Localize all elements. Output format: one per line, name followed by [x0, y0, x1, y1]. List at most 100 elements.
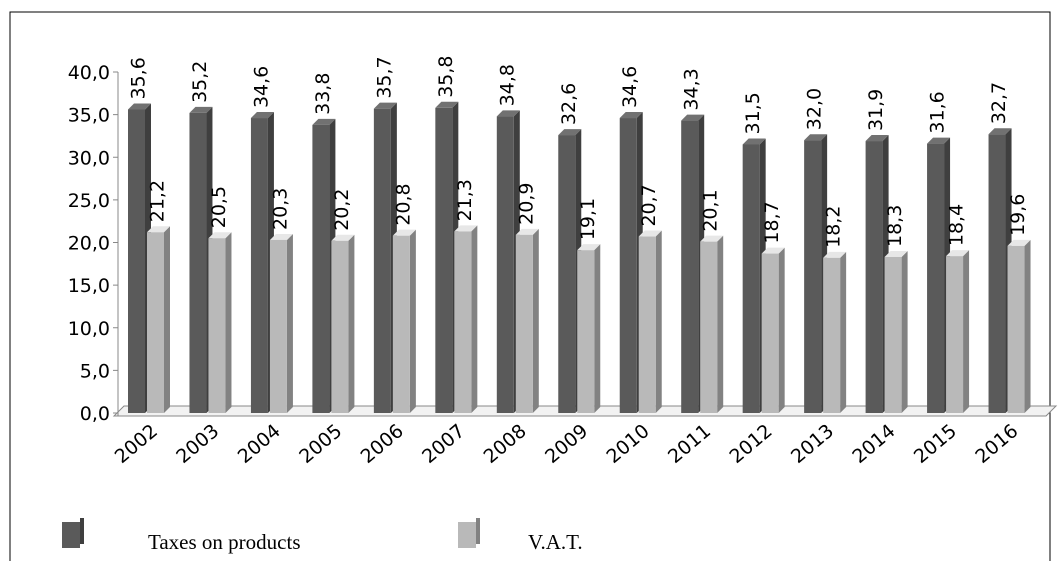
data-label: 33,8: [312, 73, 334, 115]
bar-top: [577, 244, 601, 251]
bar-top: [208, 232, 232, 239]
x-tick-label: 2014: [848, 420, 899, 468]
bar-top: [742, 138, 766, 145]
bar-top: [1007, 239, 1031, 246]
bar-top: [558, 129, 582, 136]
y-tick-label: 35,0: [68, 105, 110, 127]
legend-label: V.A.T.: [528, 530, 583, 554]
bar: [638, 236, 656, 413]
bar-top: [392, 229, 416, 236]
x-tick-label: 2008: [480, 420, 531, 468]
bar: [312, 124, 330, 413]
bar-side: [717, 235, 724, 413]
bar: [681, 120, 699, 413]
bar-top: [373, 102, 397, 109]
bar-top: [619, 112, 643, 119]
y-tick-label: 10,0: [68, 318, 110, 340]
data-label: 32,0: [804, 88, 826, 130]
bar: [988, 134, 1006, 414]
legend-swatch-side: [80, 518, 84, 544]
bar: [147, 232, 164, 413]
bar: [761, 253, 779, 413]
data-label: 20,5: [208, 186, 230, 228]
data-label: 34,6: [619, 66, 641, 108]
bar-top: [515, 228, 539, 235]
data-label: 32,7: [988, 82, 1010, 124]
y-tick-label: 20,0: [68, 233, 110, 255]
bar-top: [128, 103, 151, 110]
bar: [208, 238, 226, 413]
bar: [865, 141, 883, 414]
bar: [927, 143, 945, 414]
bar: [496, 116, 514, 413]
data-label: 34,6: [250, 66, 272, 108]
data-label: 34,8: [496, 64, 518, 106]
bar-top: [269, 233, 293, 240]
data-label: 35,6: [128, 57, 150, 99]
data-label: 35,8: [435, 55, 457, 97]
data-label: 20,7: [638, 184, 660, 226]
bar-top: [331, 234, 355, 241]
data-label: 20,8: [392, 183, 414, 225]
data-label: 18,2: [823, 206, 845, 248]
y-tick-label: 30,0: [68, 147, 110, 169]
data-label: 31,6: [927, 91, 949, 133]
bar-top: [927, 137, 951, 144]
bar: [189, 112, 207, 414]
bar-top: [435, 101, 459, 108]
data-label: 20,9: [515, 183, 537, 225]
bar-side: [409, 229, 416, 413]
bar: [435, 107, 453, 414]
x-tick-label: 2003: [172, 420, 223, 468]
x-tick-label: 2005: [295, 420, 346, 468]
bar-top: [946, 250, 970, 257]
bar: [454, 231, 472, 413]
legend-label: Taxes on products: [148, 530, 301, 554]
bar-side: [901, 250, 908, 413]
bar-side: [1024, 239, 1031, 413]
data-label: 20,3: [269, 188, 291, 230]
x-tick-label: 2006: [357, 420, 408, 468]
bar-side: [963, 250, 970, 413]
bar-side: [778, 247, 785, 413]
bar: [884, 256, 902, 413]
data-label: 20,2: [331, 188, 353, 230]
bar-side: [532, 228, 539, 413]
bar: [250, 118, 268, 413]
x-tick-label: 2002: [111, 420, 162, 468]
data-label: 31,5: [742, 92, 764, 134]
bar: [823, 257, 841, 413]
bar-side: [348, 234, 355, 413]
x-tick-label: 2007: [418, 420, 469, 468]
bar: [804, 140, 822, 413]
bar-top: [884, 250, 908, 257]
x-tick-label: 2012: [725, 420, 776, 468]
data-label: 19,6: [1007, 194, 1029, 236]
x-tick-label: 2009: [541, 420, 592, 468]
bar-top: [804, 134, 828, 141]
bar-top: [823, 251, 847, 258]
data-label: 19,1: [577, 198, 599, 240]
data-label: 21,2: [147, 180, 169, 222]
bar-top: [638, 230, 662, 237]
bar: [1007, 245, 1025, 413]
bar-top: [700, 235, 724, 242]
chart-frame: [9, 11, 1051, 561]
data-label: 31,9: [865, 89, 887, 131]
bar: [373, 108, 391, 413]
bar: [392, 235, 410, 413]
legend-swatch-side: [476, 518, 480, 544]
data-label: 35,2: [189, 61, 211, 103]
bar-side: [471, 225, 478, 413]
bar: [331, 240, 349, 413]
x-tick-label: 2013: [787, 420, 838, 468]
data-label: 34,3: [681, 68, 703, 110]
bar-top: [189, 106, 213, 113]
x-tick-label: 2010: [602, 420, 653, 468]
bar: [700, 241, 718, 413]
bar-top: [988, 128, 1012, 135]
bar-top: [681, 114, 705, 121]
y-tick-label: 15,0: [68, 275, 110, 297]
bar-top: [496, 110, 520, 117]
